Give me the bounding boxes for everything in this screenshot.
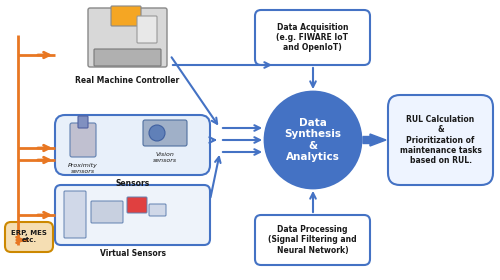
Text: RUL Calculation
&
Prioritization of
maintenance tasks
based on RUL.: RUL Calculation & Prioritization of main… [400,115,481,165]
Text: Virtual Sensors: Virtual Sensors [100,249,166,258]
Text: Sensors: Sensors [116,179,150,188]
Text: Real Machine Controller: Real Machine Controller [75,76,179,85]
Circle shape [149,125,165,141]
FancyBboxPatch shape [94,49,161,66]
FancyBboxPatch shape [255,215,370,265]
FancyBboxPatch shape [55,115,210,175]
FancyBboxPatch shape [55,185,210,245]
FancyBboxPatch shape [255,10,370,65]
Text: Proximity
sensors: Proximity sensors [68,163,98,174]
Text: Data Processing
(Signal Filtering and
Neural Network): Data Processing (Signal Filtering and Ne… [268,225,357,255]
FancyBboxPatch shape [78,116,88,128]
Text: Data Acquisition
(e.g. FIWARE IoT
and OpenIoT): Data Acquisition (e.g. FIWARE IoT and Op… [276,23,348,52]
FancyBboxPatch shape [388,95,493,185]
FancyBboxPatch shape [5,222,53,252]
FancyBboxPatch shape [70,123,96,157]
FancyBboxPatch shape [137,16,157,43]
FancyBboxPatch shape [64,191,86,238]
Text: Vision
sensors: Vision sensors [153,152,177,163]
FancyBboxPatch shape [149,204,166,216]
Text: Data
Synthesis
&
Analytics: Data Synthesis & Analytics [284,118,342,162]
FancyBboxPatch shape [111,6,141,26]
FancyBboxPatch shape [127,197,147,213]
FancyArrow shape [363,134,386,146]
Text: ERP, MES
etc.: ERP, MES etc. [11,230,47,244]
FancyBboxPatch shape [88,8,167,67]
FancyBboxPatch shape [143,120,187,146]
Circle shape [265,92,361,188]
FancyBboxPatch shape [91,201,123,223]
